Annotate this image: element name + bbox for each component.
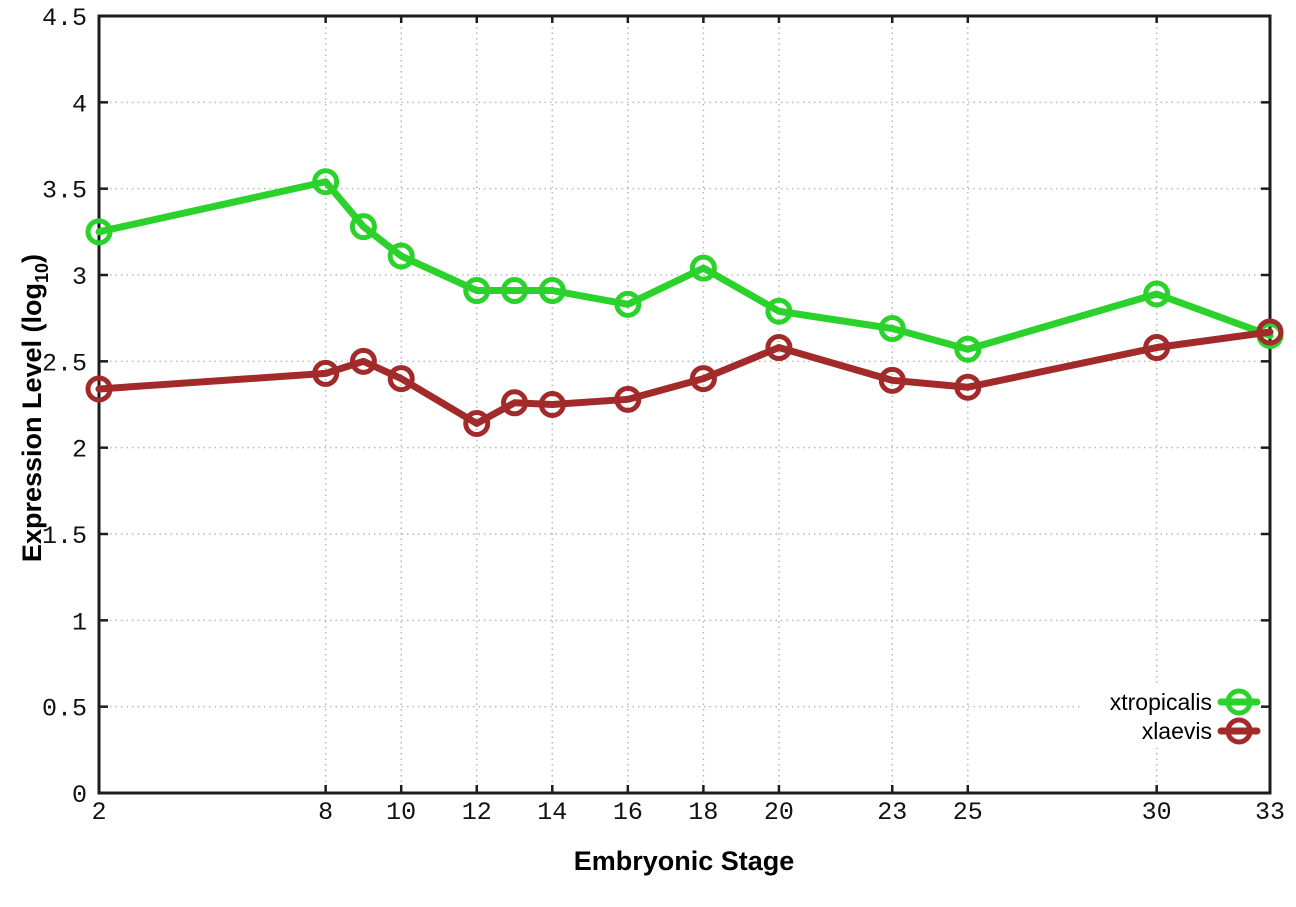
legend-marker-xtropicalis xyxy=(1225,688,1253,716)
x-tick-label: 8 xyxy=(318,798,333,827)
data-point-xlaevis-stage-20 xyxy=(765,334,793,362)
y-tick-label: 0.5 xyxy=(42,695,87,724)
data-point-xtropicalis-stage-18 xyxy=(689,254,717,282)
plot-border xyxy=(97,14,1272,795)
x-tick-label: 23 xyxy=(877,798,907,827)
x-tick-label: 33 xyxy=(1255,798,1285,827)
y-tick-label: 2.5 xyxy=(42,349,87,378)
x-tick-label: 30 xyxy=(1142,798,1172,827)
data-point-xtropicalis-stage-2 xyxy=(85,218,113,246)
data-point-xtropicalis-stage-25 xyxy=(954,335,982,363)
y-axis-label-text: Expression Level (log xyxy=(17,282,47,563)
y-tick-label: 4.5 xyxy=(42,4,87,33)
data-point-xtropicalis-stage-13 xyxy=(501,277,529,305)
x-tick-label: 10 xyxy=(386,798,416,827)
data-point-xtropicalis-stage-20 xyxy=(765,297,793,325)
y-tick-label: 0 xyxy=(72,781,87,810)
x-tick-label: 18 xyxy=(688,798,718,827)
x-tick-label: 25 xyxy=(953,798,983,827)
y-axis-label: Expression Level (log10) xyxy=(13,197,52,619)
x-axis-label: Embryonic Stage xyxy=(573,846,795,876)
data-point-xtropicalis-stage-10 xyxy=(387,242,415,270)
data-point-xtropicalis-stage-14 xyxy=(538,277,566,305)
data-point-xlaevis-stage-12 xyxy=(463,409,491,437)
data-point-xlaevis-stage-8 xyxy=(312,359,340,387)
y-tick-label: 2 xyxy=(72,436,87,465)
data-point-xlaevis-stage-14 xyxy=(538,391,566,418)
data-point-xlaevis-stage-25 xyxy=(954,373,982,401)
x-tick-label: 12 xyxy=(462,798,492,827)
data-point-xtropicalis-stage-23 xyxy=(878,315,906,343)
data-point-xtropicalis-stage-16 xyxy=(614,290,642,318)
y-tick-label: 3 xyxy=(72,263,87,292)
data-point-xlaevis-stage-9 xyxy=(349,347,377,375)
legend-label-xtropicalis: xtropicalis xyxy=(1110,689,1212,715)
series-line-xlaevis xyxy=(95,328,1274,427)
data-point-xlaevis-stage-23 xyxy=(878,366,906,394)
data-point-xtropicalis-stage-9 xyxy=(349,213,377,241)
x-tick-label: 20 xyxy=(764,798,794,827)
y-tick-label: 1.5 xyxy=(42,522,87,551)
legend-background xyxy=(1080,686,1267,748)
legend-marker-xlaevis xyxy=(1225,717,1253,745)
y-tick-label: 3.5 xyxy=(42,177,87,206)
data-point-xlaevis-stage-13 xyxy=(501,389,529,417)
legend-label-xlaevis: xlaevis xyxy=(1142,718,1212,744)
x-tick-label: 2 xyxy=(91,798,106,827)
x-tick-label: 16 xyxy=(613,798,643,827)
data-point-xtropicalis-stage-30 xyxy=(1143,280,1171,308)
data-point-xlaevis-stage-30 xyxy=(1143,334,1171,362)
data-point-xlaevis-stage-16 xyxy=(614,385,642,413)
y-axis-label-close: ) xyxy=(17,253,47,263)
y-axis-label-subscript: 10 xyxy=(32,262,52,283)
data-point-xtropicalis-stage-8 xyxy=(312,168,340,196)
data-point-xlaevis-stage-2 xyxy=(85,375,113,403)
x-tick-label: 14 xyxy=(537,798,567,827)
y-tick-label: 4 xyxy=(72,90,87,119)
data-point-xlaevis-stage-10 xyxy=(387,365,415,393)
data-point-xtropicalis-stage-12 xyxy=(463,277,491,305)
series-line-xtropicalis xyxy=(95,178,1274,353)
data-point-xlaevis-stage-18 xyxy=(689,365,717,393)
data-point-xlaevis-stage-33 xyxy=(1256,318,1284,346)
y-tick-label: 1 xyxy=(72,608,87,637)
